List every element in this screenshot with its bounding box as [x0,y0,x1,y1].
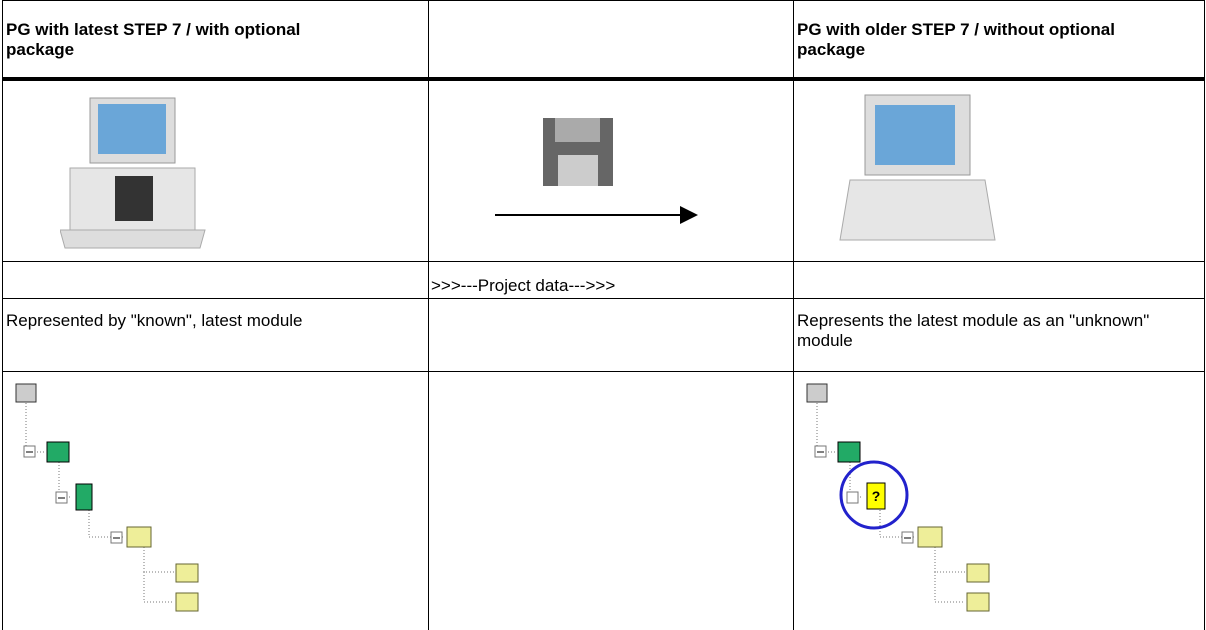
transfer-icon [495,118,698,224]
border [2,371,1205,372]
header-rule [2,77,1205,81]
note-right: Represents the latest module as an "unkn… [797,311,1150,350]
border [428,0,429,630]
tree-latest [15,383,199,612]
header-right: PG with older STEP 7 / without optional … [797,20,1115,59]
border [2,0,1205,1]
border [2,298,1205,299]
svg-text:?: ? [872,488,881,504]
pg-latest-icon [60,97,206,249]
header-left: PG with latest STEP 7 / with optional pa… [6,20,301,59]
border [793,0,794,630]
pg-older-icon [839,94,996,241]
tree-older: ? [806,383,990,612]
border [2,261,1205,262]
note-left: Represented by "known", latest module [6,311,303,330]
border [1204,0,1205,630]
transfer-label: >>>---Project data--->>> [431,276,616,295]
border [2,0,3,630]
